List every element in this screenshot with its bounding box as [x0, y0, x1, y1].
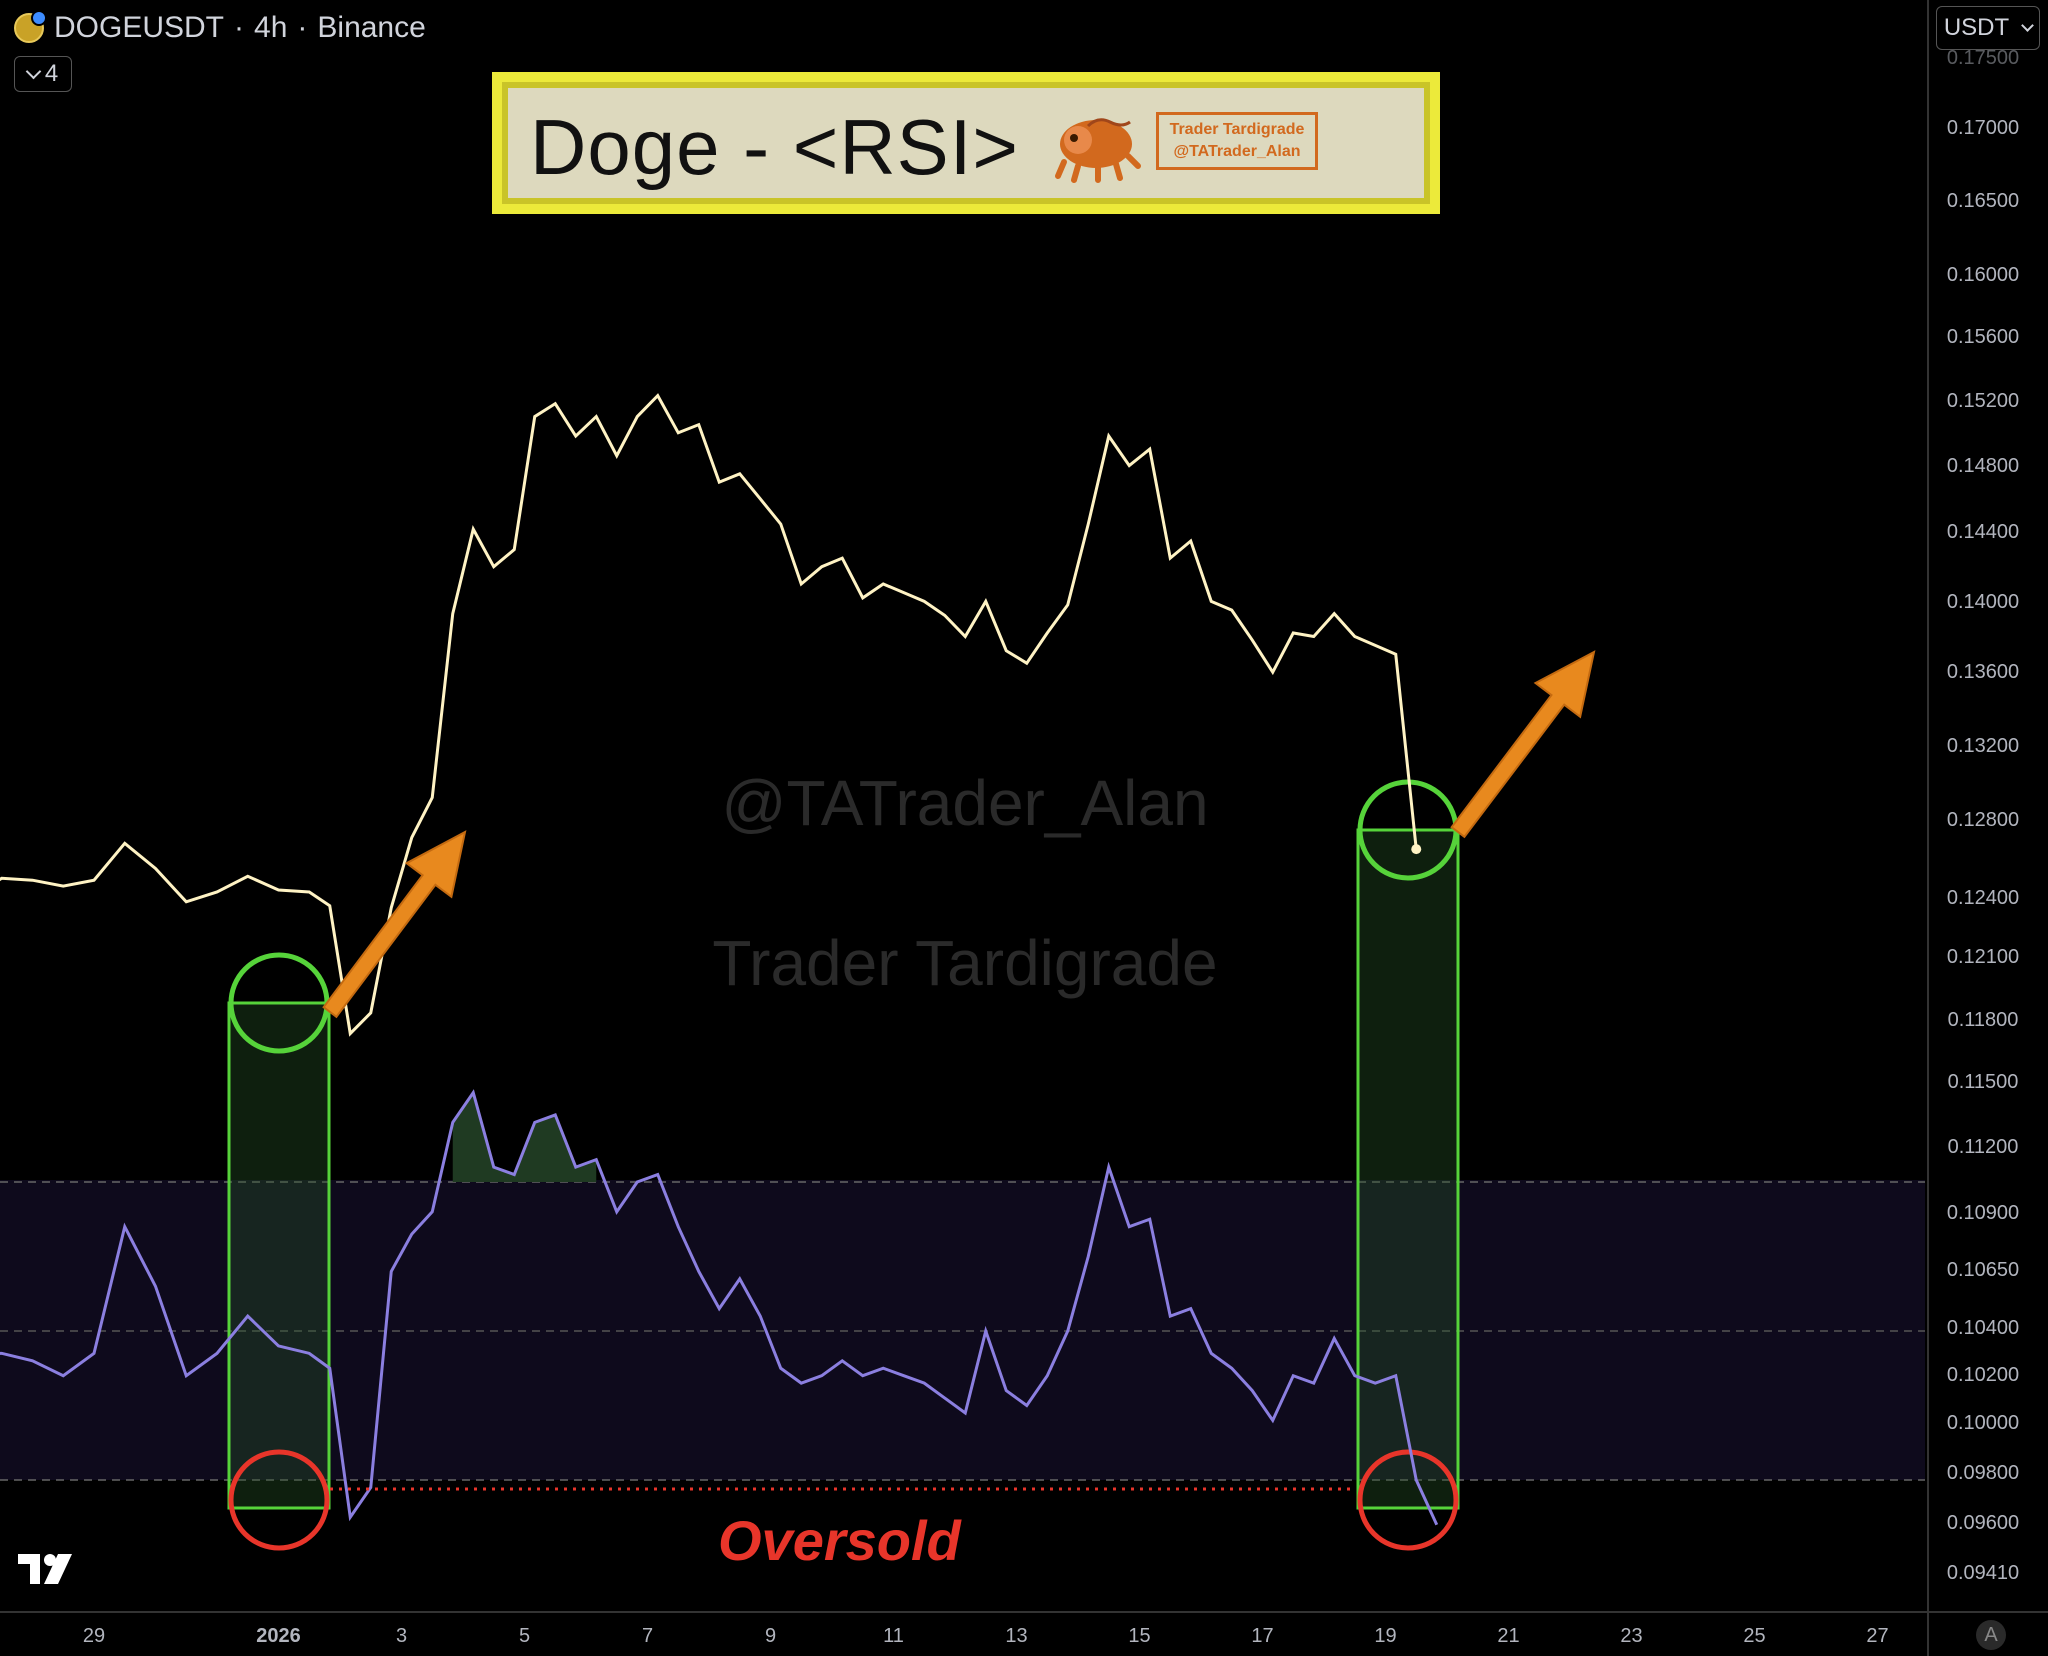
- bullish-arrow: [322, 830, 467, 1019]
- price-tick-label: 0.10900: [1947, 1202, 2019, 1224]
- chevron-down-icon: [25, 63, 42, 79]
- time-tick-label: 17: [1251, 1625, 1273, 1647]
- currency-label: USDT: [1943, 14, 2010, 41]
- rsi-oversold-circle: [228, 1449, 330, 1551]
- time-tick-label: 27: [1866, 1625, 1888, 1647]
- time-tick-label: 13: [1005, 1625, 1027, 1647]
- highlight-column: [227, 1001, 331, 1510]
- time-tick-label: 21: [1497, 1625, 1519, 1647]
- stamp-line-1: Trader Tardigrade: [1169, 121, 1305, 138]
- bullish-arrow: [1450, 650, 1596, 839]
- symbol-name: DOGEUSDT: [54, 11, 225, 44]
- price-tick-label: 0.15600: [1947, 326, 2019, 348]
- price-tick-label: 0.10200: [1947, 1364, 2019, 1386]
- tradingview-logo-icon: [18, 1554, 72, 1584]
- last-price-dot: [1411, 844, 1422, 855]
- time-tick-label: 5: [519, 1625, 530, 1647]
- price-tick-label: 0.11800: [1948, 1009, 2019, 1031]
- rsi-overbought-fill: [452, 1092, 597, 1182]
- time-tick-label: 7: [642, 1625, 653, 1647]
- time-tick-label: 9: [765, 1625, 776, 1647]
- indicators-count: 4: [44, 60, 59, 87]
- time-tick-label: 3: [396, 1625, 407, 1647]
- price-tick-label: 0.12100: [1947, 946, 2019, 968]
- price-tick-label: 0.12400: [1947, 887, 2019, 909]
- time-tick-label: 25: [1743, 1625, 1765, 1647]
- price-tick-label: 0.12800: [1947, 809, 2019, 831]
- price-tick-label: 0.13200: [1947, 735, 2019, 757]
- currency-button[interactable]: USDT: [1936, 6, 2040, 50]
- price-tick-label: 0.10650: [1947, 1259, 2019, 1281]
- price-tick-label: 0.14400: [1947, 521, 2019, 543]
- chevron-down-icon: [2021, 18, 2035, 32]
- price-tick-label: 0.09600: [1947, 1512, 2019, 1534]
- price-tick-label: 0.17500: [1947, 47, 2019, 69]
- time-tick-label: 29: [83, 1625, 105, 1647]
- price-line: [0, 393, 1418, 1037]
- time-tick-label: 19: [1374, 1625, 1396, 1647]
- time-tick-label: 23: [1620, 1625, 1642, 1647]
- price-tick-label: 0.13600: [1947, 661, 2019, 683]
- time-tick-label: 15: [1128, 1625, 1150, 1647]
- price-tick-label: 0.11200: [1948, 1136, 2019, 1158]
- rsi-oversold-circle: [1357, 1449, 1459, 1551]
- stamp-line-2: @TATrader_Alan: [1173, 143, 1301, 160]
- exchange: Binance: [317, 11, 426, 44]
- interval[interactable]: 4h: [254, 11, 288, 44]
- rsi-line: [0, 1089, 1439, 1526]
- price-tick-label: 0.15200: [1947, 390, 2019, 412]
- price-tick-label: 0.17000: [1947, 117, 2019, 139]
- price-tick-label: 0.16000: [1947, 264, 2019, 286]
- watermark-name: Trader Tardigrade: [712, 927, 1218, 999]
- price-tick-label: 0.14000: [1947, 591, 2019, 613]
- indicators-toggle-button[interactable]: 4: [14, 56, 72, 92]
- title-banner: Doge - <RSI> Trader Tardigrade @TATrader…: [492, 72, 1440, 214]
- rsi-band: [0, 1180, 1925, 1480]
- time-tick-label: 2026: [256, 1625, 301, 1647]
- tardigrade-logo-icon: [1055, 118, 1141, 183]
- price-tick-label: 0.10000: [1947, 1412, 2019, 1434]
- price-tick-label: 0.09800: [1947, 1462, 2019, 1484]
- separator: ·: [297, 11, 308, 44]
- price-tick-label: 0.16500: [1947, 190, 2019, 212]
- price-tick-label: 0.10400: [1947, 1317, 2019, 1339]
- oversold-label: Oversold: [718, 1509, 961, 1572]
- watermark-handle: @TATrader_Alan: [721, 767, 1209, 839]
- stamp: Trader Tardigrade @TATrader_Alan: [1156, 112, 1318, 170]
- price-tick-label: 0.14800: [1947, 455, 2019, 477]
- doge-coin-icon: [14, 10, 47, 43]
- autoscale-button[interactable]: A: [1976, 1620, 2006, 1650]
- price-tick-label: 0.09410: [1947, 1562, 2019, 1584]
- separator: ·: [234, 11, 245, 44]
- time-tick-label: 11: [883, 1625, 904, 1647]
- highlight-column: [1356, 828, 1460, 1510]
- banner-title: Doge - <RSI>: [530, 103, 1019, 191]
- price-tick-label: 0.11500: [1948, 1071, 2019, 1093]
- symbol-header[interactable]: DOGEUSDT · 4h · Binance: [14, 8, 426, 48]
